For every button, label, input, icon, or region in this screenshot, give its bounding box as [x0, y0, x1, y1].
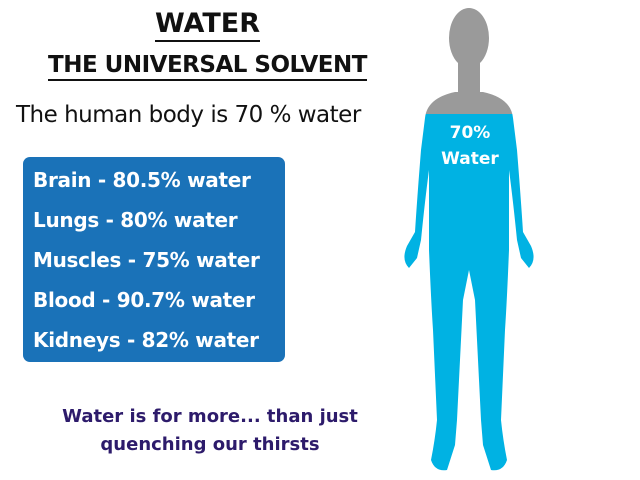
statement: The human body is 70 % water — [16, 102, 361, 128]
title: WATER — [0, 8, 415, 42]
footer-line-1: Water is for more... than just — [62, 406, 358, 427]
percent-label: 70% — [449, 123, 491, 143]
fact-kidneys: Kidneys - 82% water — [33, 328, 259, 352]
fact-muscles: Muscles - 75% water — [33, 248, 260, 272]
body-dry-region — [404, 8, 534, 114]
water-label: Water — [441, 149, 499, 169]
subtitle: THE UNIVERSAL SOLVENT — [0, 52, 415, 81]
subtitle-text: THE UNIVERSAL SOLVENT — [48, 52, 367, 81]
facts-box: Brain - 80.5% water Lungs - 80% water Mu… — [23, 157, 285, 362]
fact-brain: Brain - 80.5% water — [33, 168, 251, 192]
footer: Water is for more... than just quenching… — [40, 403, 380, 459]
fact-blood: Blood - 90.7% water — [33, 288, 255, 312]
fact-lungs: Lungs - 80% water — [33, 208, 238, 232]
title-text: WATER — [154, 8, 261, 42]
figure-label: 70% Water — [430, 120, 510, 172]
human-body-figure — [404, 8, 534, 471]
footer-line-2: quenching our thirsts — [100, 434, 320, 455]
